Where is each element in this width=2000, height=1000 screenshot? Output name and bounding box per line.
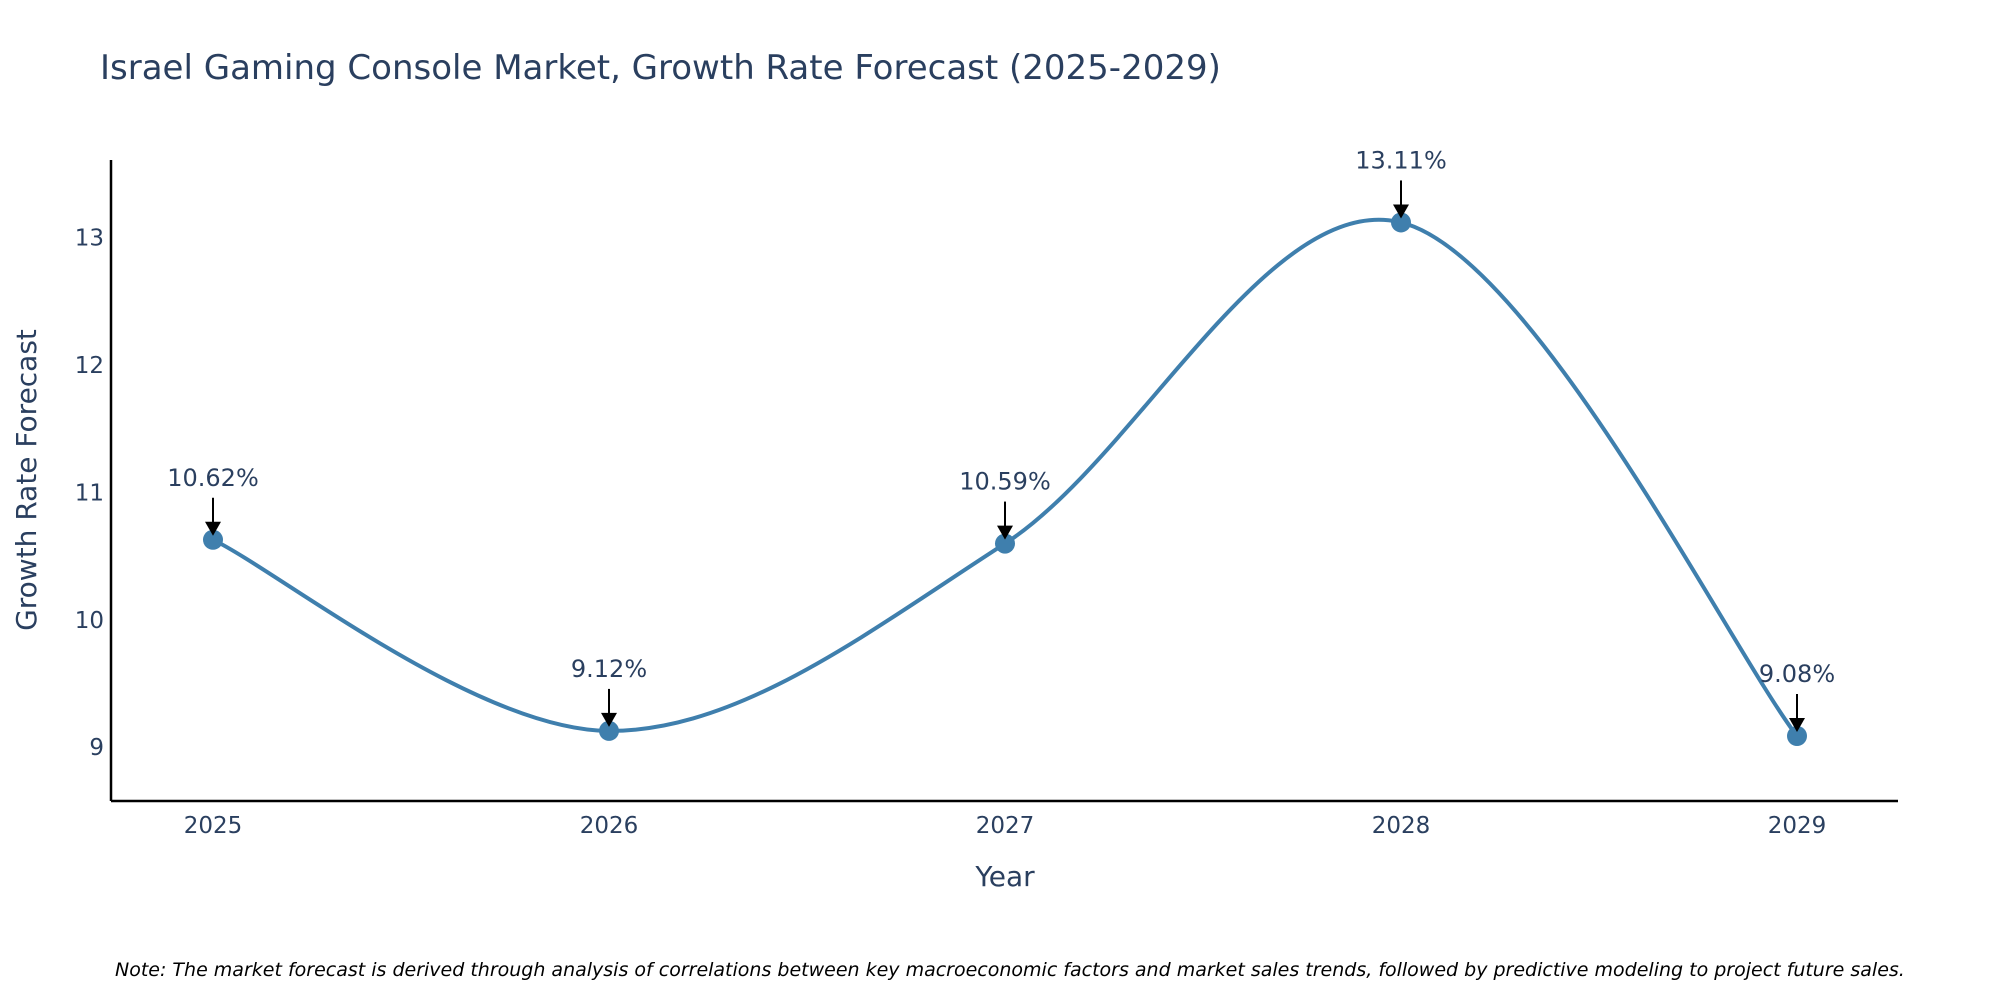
- x-tick-label: 2025: [184, 813, 243, 839]
- y-tick-label: 10: [75, 608, 104, 634]
- data-annotations: 10.62% 9.12% 10.59% 13.11% 9.08%: [167, 146, 1835, 733]
- data-label: 10.59%: [959, 468, 1051, 496]
- data-label: 10.62%: [167, 464, 259, 492]
- x-tick-label: 2029: [1768, 813, 1827, 839]
- x-axis-label: Year: [974, 860, 1035, 893]
- chart-title: Israel Gaming Console Market, Growth Rat…: [100, 48, 1221, 88]
- data-markers: [203, 212, 1807, 747]
- y-axis-label: Growth Rate Forecast: [10, 329, 43, 631]
- y-axis: 9 10 11 12 13: [75, 160, 113, 801]
- series-growth-rate: [212, 218, 1799, 738]
- data-point-2027: [995, 533, 1015, 554]
- data-point-2028: [1391, 212, 1411, 233]
- data-point-2026: [599, 720, 619, 741]
- y-tick-label: 11: [75, 480, 104, 506]
- x-tick-label: 2028: [1372, 813, 1431, 839]
- annotation-arrowhead: [1789, 718, 1805, 733]
- y-tick-label: 9: [89, 735, 104, 761]
- data-label: 9.08%: [1759, 660, 1835, 688]
- x-tick-label: 2027: [976, 813, 1035, 839]
- data-point-2025: [203, 529, 223, 550]
- y-tick-label: 13: [75, 225, 104, 251]
- data-label: 9.12%: [571, 655, 647, 683]
- x-axis: 2025 2026 2027 2028 2029: [111, 799, 1898, 839]
- annotation-arrowhead: [1393, 204, 1409, 219]
- y-tick-label: 12: [75, 353, 104, 379]
- x-tick-label: 2026: [580, 813, 639, 839]
- data-label: 13.11%: [1355, 146, 1447, 174]
- annotation-arrowhead: [205, 521, 221, 536]
- annotation-arrowhead: [997, 525, 1013, 540]
- footnote: Note: The market forecast is derived thr…: [115, 959, 1905, 981]
- series-line: [212, 218, 1799, 738]
- data-point-2029: [1787, 726, 1807, 747]
- annotation-arrowhead: [601, 712, 617, 727]
